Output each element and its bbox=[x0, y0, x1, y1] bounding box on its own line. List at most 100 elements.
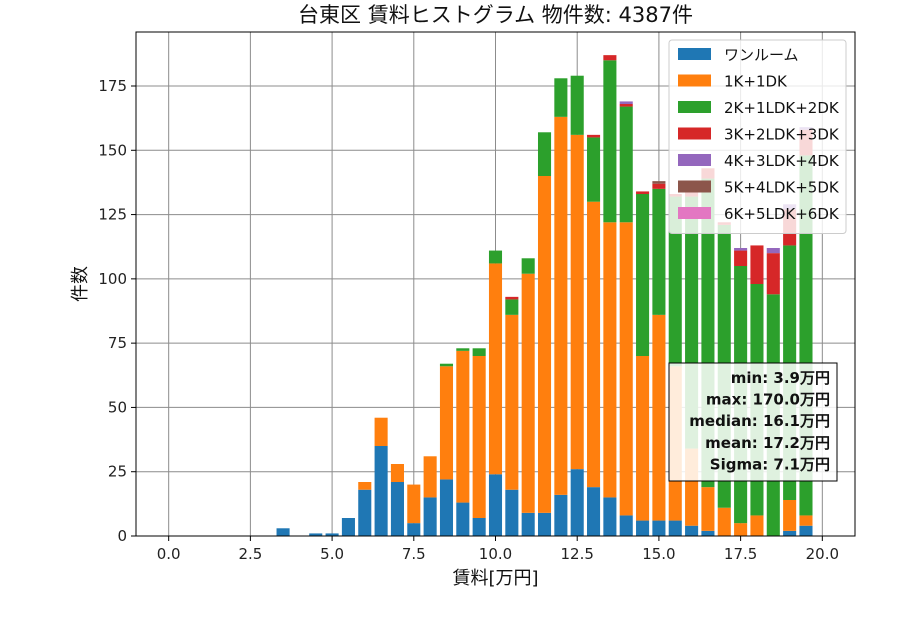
bar-1-31 bbox=[783, 500, 797, 531]
bar-3-22 bbox=[636, 191, 650, 194]
bar-0-10 bbox=[439, 479, 454, 536]
bar-1-17 bbox=[554, 116, 568, 495]
bar-4-30 bbox=[766, 248, 780, 254]
bar-3-19 bbox=[587, 134, 601, 138]
bar-5-23 bbox=[652, 181, 666, 184]
bar-0-31 bbox=[783, 530, 797, 536]
bar-1-27 bbox=[717, 507, 731, 536]
legend-label: 3K+2LDK+3DK bbox=[724, 126, 840, 144]
bar-1-20 bbox=[603, 222, 617, 498]
bar-4-21 bbox=[619, 101, 633, 104]
bar-0-9 bbox=[423, 497, 437, 536]
bar-0-20 bbox=[603, 497, 617, 536]
bar-2-13 bbox=[488, 250, 503, 264]
bar-0-8 bbox=[407, 523, 421, 536]
bar-2-15 bbox=[521, 258, 535, 274]
bar-0-13 bbox=[488, 474, 503, 536]
bar-1-5 bbox=[358, 482, 372, 490]
bar-3-29 bbox=[750, 245, 764, 284]
legend-swatch bbox=[678, 48, 711, 60]
bar-0-21 bbox=[619, 515, 633, 536]
bar-2-16 bbox=[537, 132, 552, 176]
legend-label: 5K+4LDK+5DK bbox=[724, 179, 840, 197]
bar-3-21 bbox=[619, 104, 633, 107]
stats-line: mean: 17.2万円 bbox=[705, 434, 830, 452]
legend: ワンルーム 1K+1DK 2K+1LDK+2DK 3K+2LDK+3DK 4K+3LDK… bbox=[668, 39, 847, 234]
bar-1-13 bbox=[488, 263, 503, 475]
bar-1-10 bbox=[439, 366, 454, 480]
bar-0-22 bbox=[636, 520, 650, 536]
bar-1-9 bbox=[423, 456, 437, 498]
ticks: 0.0 2.5 5.0 7.5 10.0 12.5 15.0 17.5 20.0 0 25 50 75 1… bbox=[98, 77, 839, 563]
bar-1-18 bbox=[570, 134, 584, 470]
legend-box bbox=[668, 39, 847, 234]
bar-1-6 bbox=[374, 417, 388, 446]
x-tick-label: 7.5 bbox=[402, 545, 426, 563]
bar-1-28 bbox=[734, 523, 748, 536]
bar-2-23 bbox=[652, 188, 666, 315]
bar-0-3 bbox=[325, 533, 339, 536]
bar-0-0 bbox=[276, 528, 290, 536]
x-tick-label: 10.0 bbox=[479, 545, 512, 563]
bar-1-12 bbox=[472, 356, 486, 518]
y-tick-label: 75 bbox=[108, 334, 127, 352]
stats-box: min: 3.9万円 max: 170.0万円 median: 16.1万円 mean… bbox=[668, 362, 838, 482]
legend-swatch bbox=[678, 74, 711, 87]
bar-1-23 bbox=[652, 314, 666, 521]
stats-line: min: 3.9万円 bbox=[731, 369, 830, 387]
bar-0-23 bbox=[652, 520, 666, 536]
legend-swatch bbox=[678, 127, 711, 140]
bar-1-16 bbox=[537, 176, 552, 513]
bar-1-14 bbox=[505, 314, 519, 490]
stats-box-frame bbox=[668, 362, 838, 482]
bar-1-15 bbox=[521, 273, 535, 513]
legend-swatch bbox=[678, 180, 711, 193]
y-tick-label: 50 bbox=[108, 398, 127, 416]
legend-label: 1K+1DK bbox=[724, 73, 788, 91]
bar-1-7 bbox=[390, 464, 404, 482]
chart-title: 台東区 賃料ヒストグラム 物件数: 4387件 bbox=[298, 3, 693, 27]
x-tick-label: 2.5 bbox=[238, 545, 262, 563]
bar-1-11 bbox=[456, 350, 470, 503]
bar-2-24 bbox=[668, 196, 682, 367]
y-tick-label: 100 bbox=[98, 270, 127, 288]
x-tick-label: 15.0 bbox=[642, 545, 675, 563]
bar-2-19 bbox=[587, 137, 601, 202]
bar-2-18 bbox=[570, 75, 584, 135]
bar-2-22 bbox=[636, 194, 650, 356]
bar-0-24 bbox=[668, 520, 682, 536]
bar-2-17 bbox=[554, 78, 568, 117]
bar-2-10 bbox=[439, 363, 454, 367]
stats-line: Sigma: 7.1万円 bbox=[710, 455, 830, 473]
bar-3-14 bbox=[505, 296, 519, 300]
bar-1-26 bbox=[701, 487, 715, 531]
bar-0-2 bbox=[309, 533, 323, 536]
bar-3-20 bbox=[603, 55, 617, 61]
bar-1-19 bbox=[587, 201, 601, 488]
stats-line: max: 170.0万円 bbox=[706, 391, 830, 409]
bar-0-15 bbox=[521, 512, 535, 536]
bar-3-28 bbox=[734, 250, 748, 266]
bar-1-29 bbox=[750, 515, 764, 536]
bar-4-28 bbox=[734, 248, 748, 251]
bar-0-6 bbox=[374, 446, 388, 536]
y-tick-label: 25 bbox=[108, 463, 127, 481]
bar-0-12 bbox=[472, 518, 486, 536]
bar-1-21 bbox=[619, 222, 633, 516]
bar-0-26 bbox=[701, 530, 715, 536]
bar-3-30 bbox=[766, 253, 780, 295]
legend-swatch bbox=[678, 101, 711, 113]
legend-swatch bbox=[678, 207, 711, 219]
bar-0-5 bbox=[358, 489, 372, 536]
y-tick-label: 0 bbox=[117, 527, 127, 545]
legend-label: 4K+3LDK+4DK bbox=[724, 152, 840, 170]
bar-2-14 bbox=[505, 299, 519, 315]
bar-0-17 bbox=[554, 494, 568, 536]
bar-1-32 bbox=[799, 515, 813, 526]
legend-label: ワンルーム bbox=[724, 46, 799, 64]
bar-0-11 bbox=[456, 502, 470, 536]
legend-label: 6K+5LDK+6DK bbox=[724, 205, 840, 223]
bar-3-23 bbox=[652, 183, 666, 189]
bar-0-4 bbox=[341, 518, 355, 536]
bar-0-18 bbox=[570, 469, 584, 536]
